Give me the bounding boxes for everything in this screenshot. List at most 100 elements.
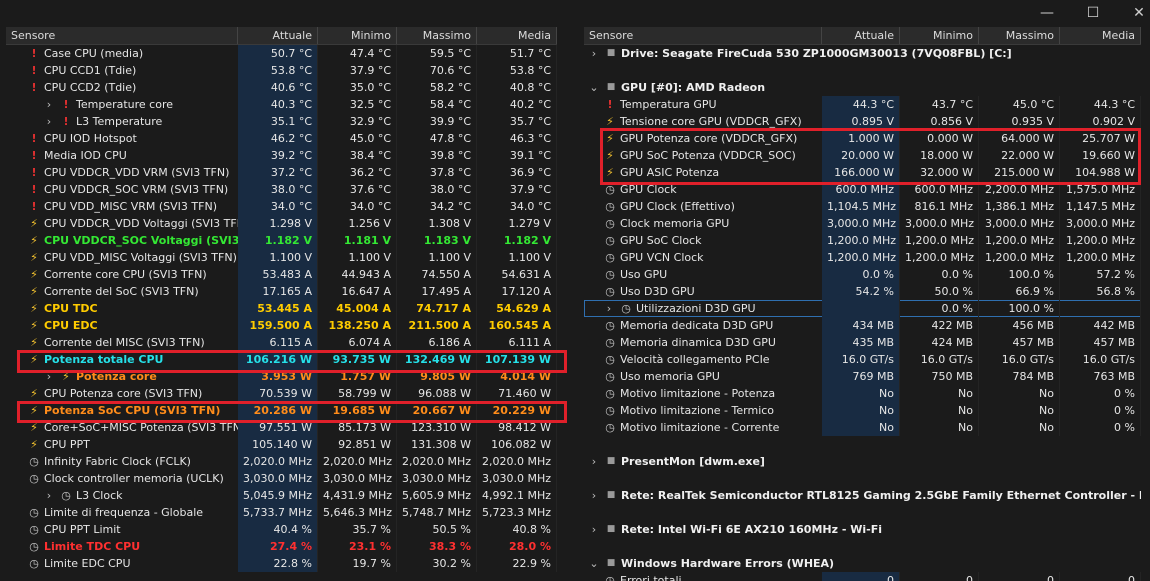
- sensor-row[interactable]: ◷ Clock controller memoria (UCLK) 3,030.0 …: [6, 470, 557, 487]
- chevron-right-icon[interactable]: ›: [606, 302, 612, 315]
- column-max[interactable]: Massimo: [979, 27, 1060, 44]
- sensor-row[interactable]: › ⚡ Potenza core 3.953 W 1.757 W 9.805 W 4.014…: [6, 368, 557, 385]
- chevron-right-icon[interactable]: ›: [591, 47, 597, 60]
- sensor-row[interactable]: ◷ Clock memoria GPU 3,000.0 MHz 3,000.0 MHz…: [584, 215, 1141, 232]
- sensor-row[interactable]: ⚡ GPU ASIC Potenza 166.000 W 32.000 W 215.00…: [584, 164, 1141, 181]
- sensor-row[interactable]: ◷ GPU VCN Clock 1,200.0 MHz 1,200.0 MHz 1,20…: [584, 249, 1141, 266]
- group-row[interactable]: ⌄ ■ Windows Hardware Errors (WHEA): [584, 555, 1141, 572]
- sensor-row[interactable]: ! CPU VDDCR_VDD VRM (SVI3 TFN) 37.2 °C 36.2…: [6, 164, 557, 181]
- sensor-row[interactable]: ⚡ Potenza totale CPU 106.216 W 93.735 W 132.…: [6, 351, 557, 368]
- sensor-row[interactable]: ◷ Limite di frequenza - Globale 5,733.7 MH…: [6, 504, 557, 521]
- close-icon[interactable]: ✕: [1133, 5, 1145, 21]
- sensor-row[interactable]: ◷ Limite EDC CPU 22.8 % 19.7 % 30.2 % 22.9 %: [6, 555, 557, 572]
- chevron-right-icon[interactable]: ›: [46, 98, 52, 111]
- value-avg: 54.631 A: [477, 266, 557, 283]
- column-avg[interactable]: Media: [477, 27, 557, 44]
- column-sensor[interactable]: Sensore: [6, 27, 238, 44]
- sensor-row[interactable]: ! CPU CCD2 (Tdie) 40.6 °C 35.0 °C 58.2 °C 40.…: [6, 79, 557, 96]
- sensor-row[interactable]: ⚡ CPU VDD_MISC Voltaggi (SVI3 TFN) 1.100 V…: [6, 249, 557, 266]
- sensor-row[interactable]: ! CPU VDDCR_SOC VRM (SVI3 TFN) 38.0 °C 37.6…: [6, 181, 557, 198]
- sensor-row[interactable]: ⚡ Tensione core GPU (VDDCR_GFX) 0.895 V 0.8…: [584, 113, 1141, 130]
- sensor-row[interactable]: ⚡ Corrente del MISC (SVI3 TFN) 6.115 A 6.07…: [6, 334, 557, 351]
- column-avg[interactable]: Media: [1060, 27, 1141, 44]
- group-row[interactable]: › ■ Drive: Seagate FireCuda 530 ZP1000GM30…: [584, 45, 1141, 62]
- chevron-down-icon[interactable]: ⌄: [589, 557, 599, 570]
- sensor-row[interactable]: ◷ GPU SoC Clock 1,200.0 MHz 1,200.0 MHz 1,20…: [584, 232, 1141, 249]
- group-label: GPU [#0]: AMD Radeon: [621, 81, 766, 94]
- sensor-row[interactable]: ◷ Limite TDC CPU 27.4 % 23.1 % 38.3 % 28.0 %: [6, 538, 557, 555]
- value-current: 17.165 A: [238, 283, 318, 300]
- sensor-row[interactable]: ◷ Uso GPU 0.0 % 0.0 % 100.0 % 57.2 %: [584, 266, 1141, 283]
- sensor-row[interactable]: › ◷ Utilizzazioni D3D GPU 0.0 % 100.0 %: [584, 300, 1141, 317]
- value-current: 34.0 °C: [238, 198, 318, 215]
- sensor-row[interactable]: ◷ Motivo limitazione - Potenza No No No 0 %: [584, 385, 1141, 402]
- sensor-row[interactable]: ◷ Infinity Fabric Clock (FCLK) 2,020.0 MHz…: [6, 453, 557, 470]
- sensor-row[interactable]: ◷ Memoria dinamica D3D GPU 435 MB 424 MB 457…: [584, 334, 1141, 351]
- chevron-down-icon[interactable]: ⌄: [589, 81, 599, 94]
- lightning-icon: ⚡: [30, 319, 38, 332]
- sensor-row[interactable]: ⚡ CPU TDC 53.445 A 45.004 A 74.717 A 54.629 A: [6, 300, 557, 317]
- sensor-row[interactable]: ⚡ Corrente core CPU (SVI3 TFN) 53.483 A 44.…: [6, 266, 557, 283]
- group-row[interactable]: › ■ Rete: RealTek Semiconductor RTL8125 Ga…: [584, 487, 1141, 504]
- group-row[interactable]: › ■ Rete: Intel Wi-Fi 6E AX210 160MHz - Wi…: [584, 521, 1141, 538]
- group-header[interactable]: ⌄ ■ GPU [#0]: AMD Radeon: [584, 79, 1141, 96]
- sensor-row[interactable]: ⚡ CPU PPT 105.140 W 92.851 W 131.308 W 106.08…: [6, 436, 557, 453]
- value-current: 44.3 °C: [822, 96, 900, 113]
- sensor-row[interactable]: ⚡ CPU VDDCR_SOC Voltaggi (SVI3 ... 1.182 V…: [6, 232, 557, 249]
- group-header[interactable]: ⌄ ■ Windows Hardware Errors (WHEA): [584, 555, 1141, 572]
- sensor-row[interactable]: ◷ Errori totali 0 0 0 0: [584, 572, 1141, 581]
- clock-icon: ◷: [605, 387, 615, 400]
- sensor-row[interactable]: ⚡ GPU Potenza core (VDDCR_GFX) 1.000 W 0.00…: [584, 130, 1141, 147]
- sensor-row[interactable]: ◷ CPU PPT Limit 40.4 % 35.7 % 50.5 % 40.8 %: [6, 521, 557, 538]
- sensor-row[interactable]: ⚡ Core+SoC+MISC Potenza (SVI3 TFN) 97.551 …: [6, 419, 557, 436]
- group-row[interactable]: ⌄ ■ GPU [#0]: AMD Radeon: [584, 79, 1141, 96]
- sensor-row[interactable]: ◷ Uso D3D GPU 54.2 % 50.0 % 66.9 % 56.8 %: [584, 283, 1141, 300]
- value-avg: 51.7 °C: [477, 45, 557, 62]
- sensor-row[interactable]: ! CPU CCD1 (Tdie) 53.8 °C 37.9 °C 70.6 °C 53.…: [6, 62, 557, 79]
- chevron-right-icon[interactable]: ›: [591, 489, 597, 502]
- chevron-right-icon[interactable]: ›: [591, 523, 597, 536]
- sensor-label: Velocità collegamento PCIe: [620, 353, 770, 366]
- value-max: 215.000 W: [979, 164, 1060, 181]
- chevron-right-icon[interactable]: ›: [46, 115, 52, 128]
- sensor-row[interactable]: ⚡ GPU SoC Potenza (VDDCR_SOC) 20.000 W 18.0…: [584, 147, 1141, 164]
- sensor-row[interactable]: › ◷ L3 Clock 5,045.9 MHz 4,431.9 MHz 5,605.9 …: [6, 487, 557, 504]
- sensor-row[interactable]: ◷ Motivo limitazione - Termico No No No 0 %: [584, 402, 1141, 419]
- maximize-icon[interactable]: ☐: [1086, 5, 1100, 21]
- chevron-right-icon[interactable]: ›: [46, 370, 52, 383]
- sensor-row[interactable]: ⚡ CPU VDDCR_VDD Voltaggi (SVI3 TFN) 1.298 …: [6, 215, 557, 232]
- sensor-row[interactable]: ›! Temperature core 40.3 °C 32.5 °C 58.4 °C 4…: [6, 96, 557, 113]
- sensor-row[interactable]: ›! L3 Temperature 35.1 °C 32.9 °C 39.9 °C 35.…: [6, 113, 557, 130]
- sensor-row[interactable]: ◷ Motivo limitazione - Corrente No No No 0 %: [584, 419, 1141, 436]
- sensor-row[interactable]: ◷ Velocità collegamento PCIe 16.0 GT/s 16.0…: [584, 351, 1141, 368]
- column-sensor[interactable]: Sensore: [584, 27, 822, 44]
- sensor-name-cell: › ◷ L3 Clock: [6, 487, 238, 504]
- sensor-row[interactable]: ! Case CPU (media) 50.7 °C 47.4 °C 59.5 °C 51…: [6, 45, 557, 62]
- sensor-row[interactable]: ⚡ CPU EDC 159.500 A 138.250 A 211.500 A 160.5…: [6, 317, 557, 334]
- sensor-row[interactable]: ◷ GPU Clock (Effettivo) 1,104.5 MHz 816.1 M…: [584, 198, 1141, 215]
- sensor-row[interactable]: ⚡ Corrente del SoC (SVI3 TFN) 17.165 A 16.6…: [6, 283, 557, 300]
- minimize-icon[interactable]: —: [1040, 5, 1054, 21]
- group-row[interactable]: › ■ PresentMon [dwm.exe]: [584, 453, 1141, 470]
- sensor-row[interactable]: ◷ GPU Clock 600.0 MHz 600.0 MHz 2,200.0 MHz 1…: [584, 181, 1141, 198]
- group-header[interactable]: › ■ Drive: Seagate FireCuda 530 ZP1000GM30…: [584, 45, 1141, 62]
- column-current[interactable]: Attuale: [238, 27, 318, 44]
- group-header[interactable]: › ■ Rete: Intel Wi-Fi 6E AX210 160MHz - Wi…: [584, 521, 1141, 538]
- sensor-row[interactable]: ! CPU VDD_MISC VRM (SVI3 TFN) 34.0 °C 34.0 …: [6, 198, 557, 215]
- column-min[interactable]: Minimo: [900, 27, 979, 44]
- sensor-row[interactable]: ◷ Uso memoria GPU 769 MB 750 MB 784 MB 763 MB: [584, 368, 1141, 385]
- sensor-row[interactable]: ⚡ Potenza SoC CPU (SVI3 TFN) 20.286 W 19.68…: [6, 402, 557, 419]
- group-header[interactable]: › ■ PresentMon [dwm.exe]: [584, 453, 1141, 470]
- column-max[interactable]: Massimo: [397, 27, 477, 44]
- group-header[interactable]: › ■ Rete: RealTek Semiconductor RTL8125 Ga…: [584, 487, 1141, 504]
- chevron-right-icon[interactable]: ›: [46, 489, 52, 502]
- column-current[interactable]: Attuale: [822, 27, 900, 44]
- sensor-row[interactable]: ! Media IOD CPU 39.2 °C 38.4 °C 39.8 °C 39.1 …: [6, 147, 557, 164]
- group-label: Rete: RealTek Semiconductor RTL8125 Gami…: [621, 489, 1141, 502]
- sensor-row[interactable]: ◷ Memoria dedicata D3D GPU 434 MB 422 MB 456…: [584, 317, 1141, 334]
- chevron-right-icon[interactable]: ›: [591, 455, 597, 468]
- sensor-row[interactable]: ! CPU IOD Hotspot 46.2 °C 45.0 °C 47.8 °C 46.…: [6, 130, 557, 147]
- column-min[interactable]: Minimo: [318, 27, 397, 44]
- sensor-row[interactable]: ! Temperatura GPU 44.3 °C 43.7 °C 45.0 °C 44.…: [584, 96, 1141, 113]
- sensor-row[interactable]: ⚡ CPU Potenza core (SVI3 TFN) 70.539 W 58.7…: [6, 385, 557, 402]
